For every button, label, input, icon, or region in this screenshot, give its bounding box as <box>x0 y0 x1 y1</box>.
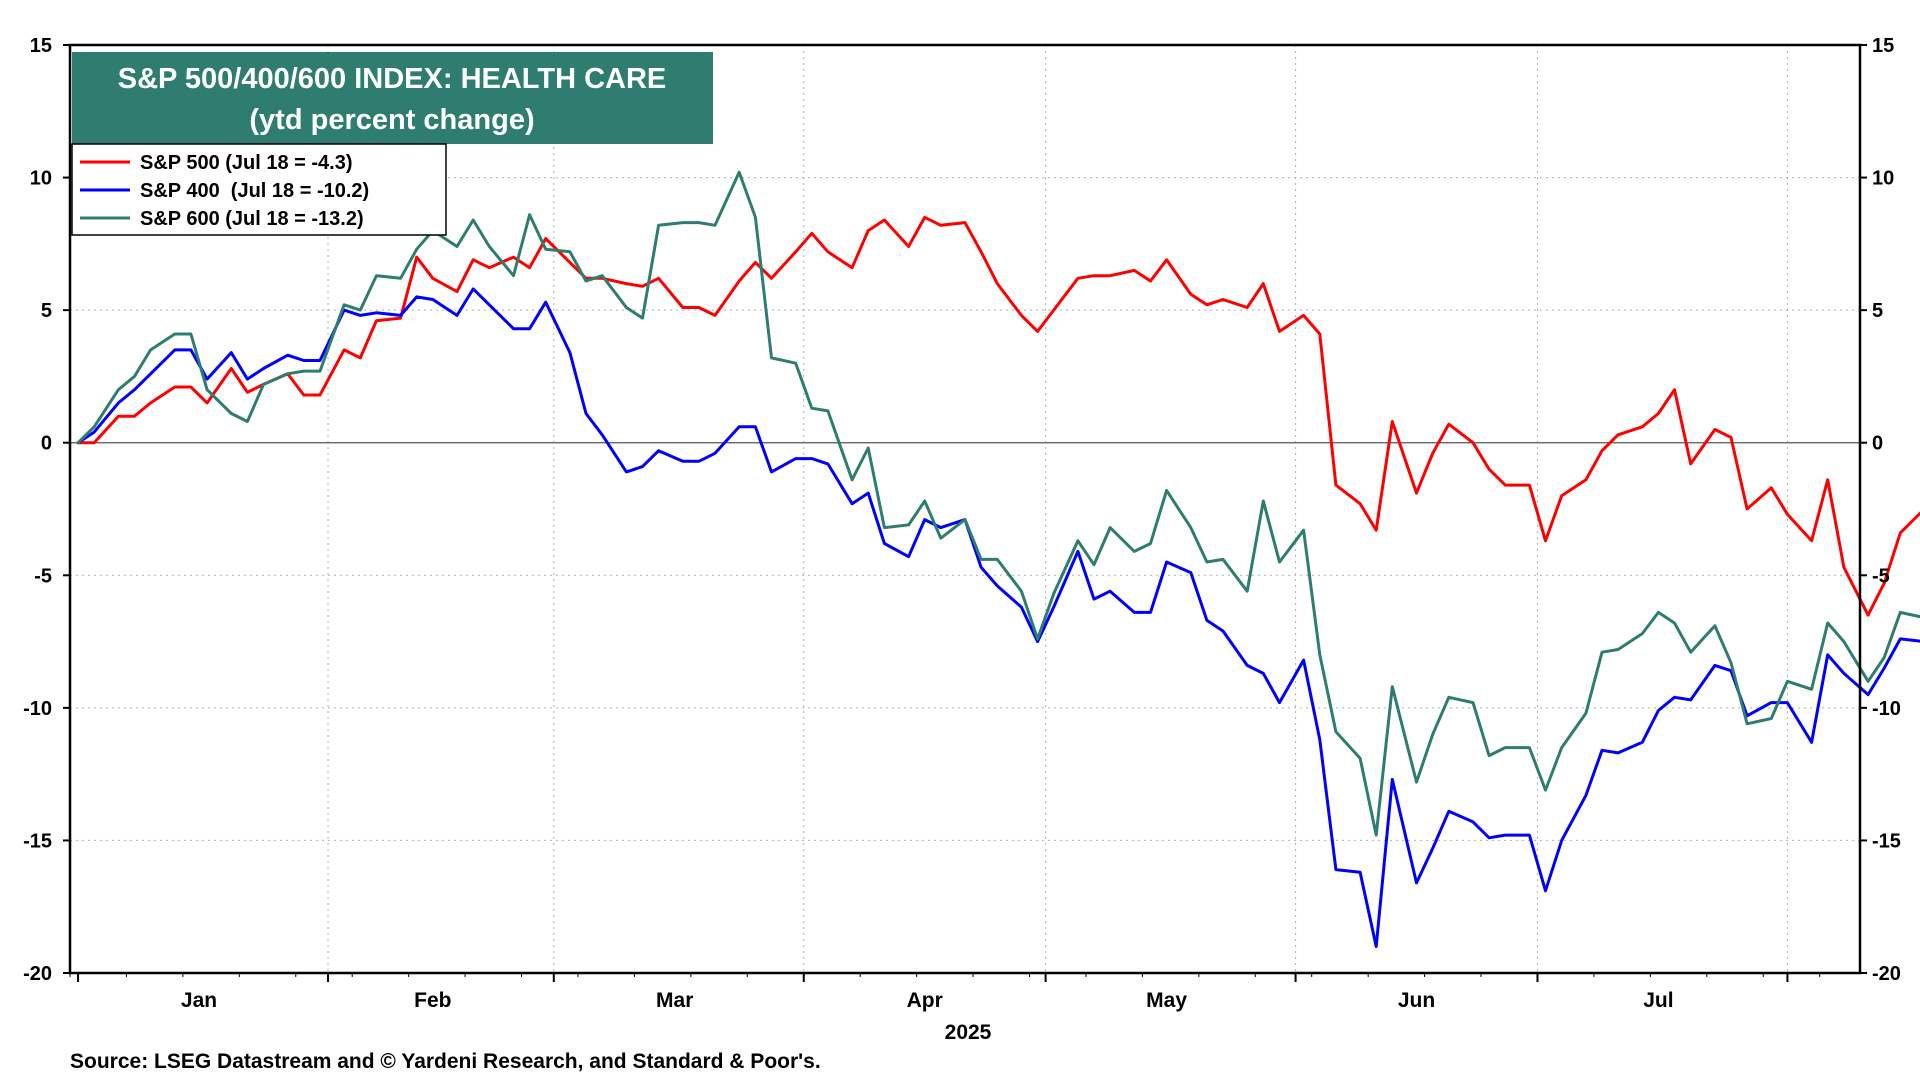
y-tick-label-right: 5 <box>1872 300 1883 322</box>
series-line-0 <box>76 215 1920 617</box>
legend-label-sp600: S&P 600 (Jul 18 = -13.2) <box>140 208 364 230</box>
y-tick-label-left: 5 <box>41 300 52 322</box>
chart-title-box: S&P 500/400/600 INDEX: HEALTH CARE (ytd … <box>72 52 713 144</box>
legend: S&P 500 (Jul 18 = -4.3) S&P 400 (Jul 18 … <box>71 143 447 236</box>
series-line-1 <box>76 287 1920 948</box>
y-tick-label-left: -15 <box>23 830 52 852</box>
y-tick-label-left: -5 <box>34 565 52 587</box>
chart-title: S&P 500/400/600 INDEX: HEALTH CARE <box>118 63 667 95</box>
plot-frame <box>68 43 1862 975</box>
x-tick-label: Mar <box>656 989 693 1012</box>
year-label: 2025 <box>945 1021 992 1044</box>
x-tick-label: Feb <box>414 989 451 1012</box>
y-tick-label-left: -10 <box>23 698 52 720</box>
chart-subtitle: (ytd percent change) <box>249 104 534 136</box>
title-background <box>72 52 713 144</box>
y-tick-label-left: -20 <box>23 963 52 985</box>
y-tick-label-right: -20 <box>1872 963 1901 985</box>
series-line-2 <box>76 170 1920 837</box>
x-tick-label: May <box>1146 989 1187 1012</box>
x-tick-label: Jan <box>181 989 217 1012</box>
x-tick-label: Jun <box>1398 989 1435 1012</box>
y-tick-label-right: -10 <box>1872 698 1901 720</box>
y-tick-label-right: -15 <box>1872 830 1901 852</box>
y-tick-label-right: 15 <box>1872 35 1894 57</box>
y-tick-label-right: -5 <box>1872 565 1890 587</box>
y-tick-label-left: 15 <box>30 35 52 57</box>
y-tick-label-left: 0 <box>41 433 52 455</box>
y-tick-label-left: 10 <box>30 168 52 190</box>
axis-ticks <box>63 44 1867 982</box>
x-tick-label: Jul <box>1643 989 1673 1012</box>
legend-box <box>71 143 447 236</box>
series-lines <box>76 170 1920 948</box>
x-tick-label: Apr <box>907 989 943 1012</box>
y-tick-label-right: 0 <box>1872 433 1883 455</box>
source-note: Source: LSEG Datastream and © Yardeni Re… <box>70 1050 821 1073</box>
y-tick-label-right: 10 <box>1872 168 1894 190</box>
legend-label-sp400: S&P 400 (Jul 18 = -10.2) <box>140 180 369 202</box>
axis-labels: 15 15 10 10 5 5 0 0 -5 -5 -10 -10 -15 -15 -20 -20 Jan Feb… <box>23 35 1901 1012</box>
legend-label-sp500: S&P 500 (Jul 18 = -4.3) <box>140 152 353 174</box>
